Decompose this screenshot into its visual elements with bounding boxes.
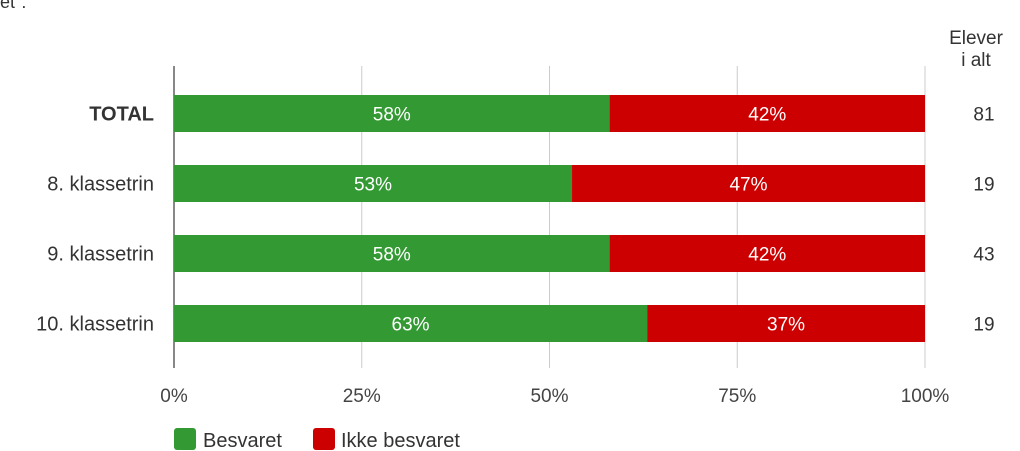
legend-label-besvaret: Besvaret: [203, 430, 282, 451]
x-tick-label: 0%: [160, 386, 188, 407]
legend: Besvaret Ikke besvaret: [174, 428, 460, 451]
category-label: TOTAL: [89, 104, 154, 126]
category-label: 9. klassetrin: [47, 244, 154, 266]
bar-besvaret: [174, 95, 610, 132]
bar-besvaret: [174, 235, 610, 272]
header-fragment: et":: [0, 0, 27, 12]
legend-label-ikke-besvaret: Ikke besvaret: [341, 430, 460, 451]
x-tick-label: 50%: [530, 386, 568, 407]
bar-value-label: 42%: [748, 105, 786, 126]
category-label: 8. klassetrin: [47, 174, 154, 196]
bar-value-label: 47%: [729, 175, 767, 196]
student-count: 43: [973, 245, 994, 266]
x-tick-label: 75%: [718, 386, 756, 407]
count-header-line1: Elever: [949, 28, 1004, 49]
labels: 0% 25% 50% 75% 100% 58% 42% TOTAL 81 53% 47% 8. kla…: [36, 104, 994, 408]
bar-value-label: 58%: [373, 105, 411, 126]
bar-value-label: 37%: [767, 315, 805, 336]
bar-besvaret: [174, 165, 573, 202]
bar-ikke-besvaret: [572, 165, 925, 202]
x-tick-label: 25%: [343, 386, 381, 407]
x-tick-label: 100%: [901, 386, 950, 407]
count-header-line2: i alt: [961, 50, 991, 71]
bar-value-label: 58%: [373, 245, 411, 266]
student-count: 19: [973, 315, 994, 336]
bar-ikke-besvaret: [647, 305, 925, 342]
student-count: 19: [973, 175, 994, 196]
bar-ikke-besvaret: [609, 95, 925, 132]
student-count: 81: [973, 105, 994, 126]
bar-value-label: 42%: [748, 245, 786, 266]
bar-value-label: 53%: [354, 175, 392, 196]
bars: [174, 95, 925, 342]
category-label: 10. klassetrin: [36, 314, 154, 336]
legend-swatch-besvaret: [174, 428, 196, 450]
bar-value-label: 63%: [392, 315, 430, 336]
bar-ikke-besvaret: [609, 235, 925, 272]
legend-swatch-ikke-besvaret: [313, 428, 335, 450]
bar-besvaret: [174, 305, 648, 342]
